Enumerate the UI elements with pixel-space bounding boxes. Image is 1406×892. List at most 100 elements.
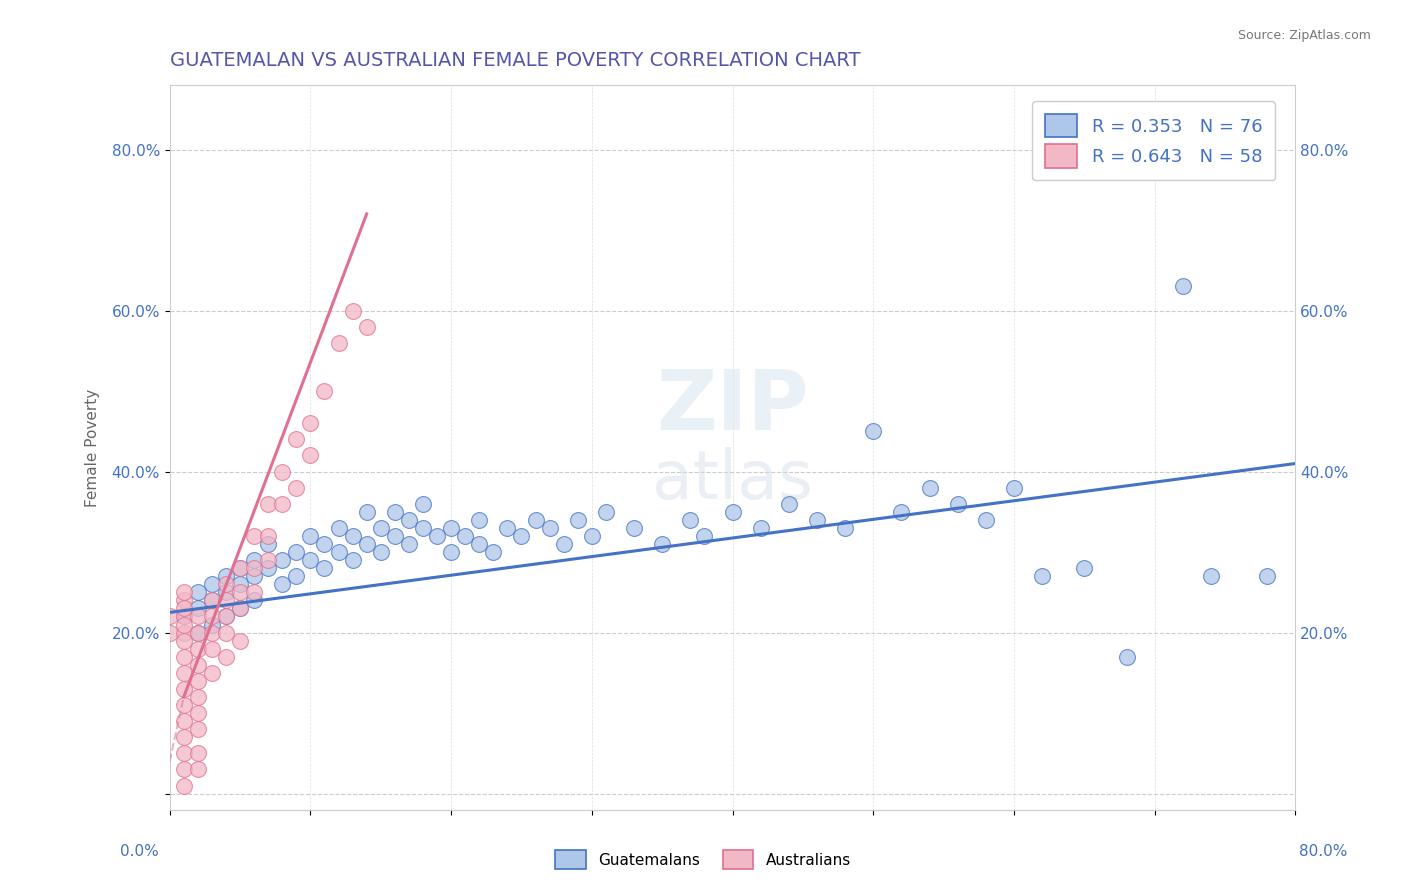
Point [412, 521, 434, 535]
Point [285, 569, 308, 583]
Legend: R = 0.353   N = 76, R = 0.643   N = 58: R = 0.353 N = 76, R = 0.643 N = 58 [1032, 102, 1275, 180]
Point [243, 593, 266, 607]
Point [187, 763, 209, 777]
Point [356, 319, 378, 334]
Point [215, 625, 238, 640]
Point [215, 577, 238, 591]
Point [173, 585, 195, 599]
Point [398, 537, 420, 551]
Point [974, 513, 997, 527]
Point [328, 335, 350, 350]
Point [229, 561, 252, 575]
Point [201, 641, 224, 656]
Point [243, 561, 266, 575]
Point [173, 633, 195, 648]
Point [356, 505, 378, 519]
Point [679, 513, 702, 527]
Text: 80.0%: 80.0% [1299, 845, 1347, 859]
Point [215, 569, 238, 583]
Point [299, 417, 322, 431]
Point [187, 609, 209, 624]
Point [159, 625, 181, 640]
Point [271, 577, 294, 591]
Point [201, 617, 224, 632]
Point [440, 521, 463, 535]
Point [370, 545, 392, 559]
Y-axis label: Female Poverty: Female Poverty [86, 388, 100, 507]
Point [342, 303, 364, 318]
Point [299, 529, 322, 543]
Point [243, 553, 266, 567]
Point [651, 537, 673, 551]
Point [187, 706, 209, 720]
Point [553, 537, 575, 551]
Point [187, 657, 209, 672]
Point [538, 521, 561, 535]
Point [314, 384, 336, 398]
Point [356, 537, 378, 551]
Point [187, 585, 209, 599]
Point [257, 497, 280, 511]
Point [693, 529, 716, 543]
Point [1031, 569, 1053, 583]
Point [623, 521, 645, 535]
Point [187, 673, 209, 688]
Point [285, 481, 308, 495]
Point [285, 433, 308, 447]
Point [243, 529, 266, 543]
Point [257, 561, 280, 575]
Point [257, 529, 280, 543]
Point [299, 449, 322, 463]
Point [159, 609, 181, 624]
Point [412, 497, 434, 511]
Point [229, 633, 252, 648]
Point [384, 529, 406, 543]
Point [173, 601, 195, 615]
Point [187, 625, 209, 640]
Point [173, 665, 195, 680]
Point [567, 513, 589, 527]
Point [918, 481, 941, 495]
Point [187, 722, 209, 736]
Text: atlas: atlas [652, 448, 813, 514]
Point [482, 545, 505, 559]
Point [201, 665, 224, 680]
Point [496, 521, 519, 535]
Point [173, 649, 195, 664]
Point [229, 601, 252, 615]
Point [173, 698, 195, 712]
Point [342, 553, 364, 567]
Point [271, 553, 294, 567]
Point [271, 465, 294, 479]
Point [187, 625, 209, 640]
Point [173, 747, 195, 761]
Point [201, 577, 224, 591]
Point [173, 609, 195, 624]
Point [215, 609, 238, 624]
Point [328, 521, 350, 535]
Point [454, 529, 477, 543]
Point [201, 609, 224, 624]
Point [524, 513, 547, 527]
Point [328, 545, 350, 559]
Point [173, 617, 195, 632]
Point [173, 763, 195, 777]
Point [187, 747, 209, 761]
Text: Source: ZipAtlas.com: Source: ZipAtlas.com [1237, 29, 1371, 42]
Point [173, 593, 195, 607]
Point [890, 505, 912, 519]
Point [468, 513, 491, 527]
Point [426, 529, 449, 543]
Point [271, 497, 294, 511]
Point [257, 537, 280, 551]
Text: GUATEMALAN VS AUSTRALIAN FEMALE POVERTY CORRELATION CHART: GUATEMALAN VS AUSTRALIAN FEMALE POVERTY … [170, 51, 860, 70]
Point [1256, 569, 1278, 583]
Point [201, 593, 224, 607]
Point [370, 521, 392, 535]
Point [173, 625, 195, 640]
Point [215, 593, 238, 607]
Point [229, 561, 252, 575]
Point [778, 497, 800, 511]
Point [834, 521, 856, 535]
Text: 0.0%: 0.0% [120, 845, 159, 859]
